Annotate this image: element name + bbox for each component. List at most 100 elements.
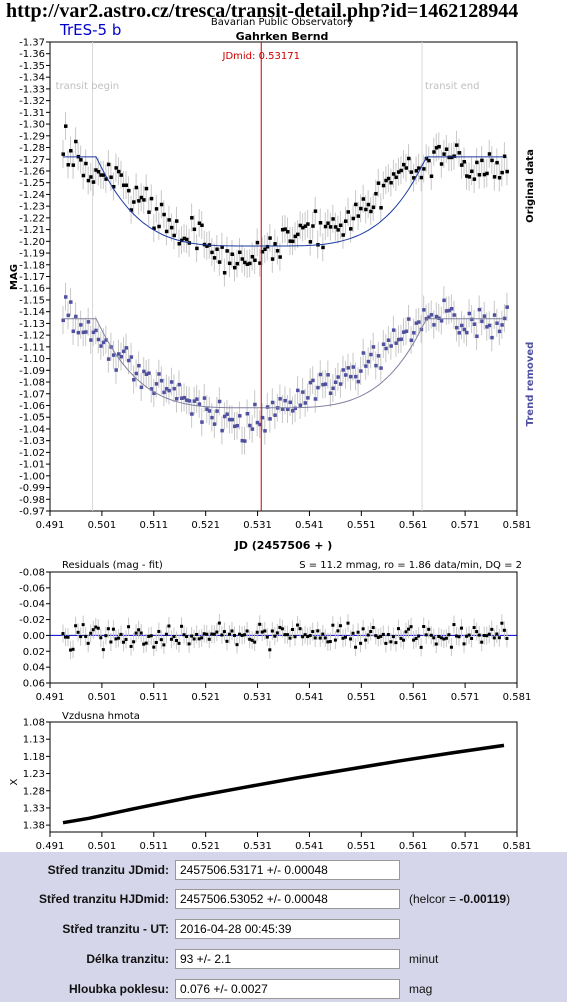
- trend-removed-point: [437, 316, 441, 320]
- residual-point: [341, 636, 345, 640]
- trend-removed-point: [195, 397, 199, 401]
- residual-point: [452, 623, 456, 627]
- residual-point: [318, 636, 322, 640]
- trend-removed-point: [374, 363, 378, 368]
- residual-point: [79, 635, 83, 639]
- original-point: [111, 184, 116, 189]
- trend-removed-point: [192, 399, 197, 403]
- depth-input[interactable]: [175, 979, 400, 999]
- residual-point: [63, 635, 67, 639]
- residual-point: [142, 642, 146, 646]
- original-point: [343, 219, 348, 223]
- residual-point: [333, 638, 337, 642]
- residual-point: [293, 635, 297, 639]
- original-point: [338, 223, 343, 228]
- residual-point: [61, 632, 65, 636]
- original-point: [303, 224, 308, 228]
- ut-input[interactable]: [175, 919, 400, 939]
- y-tick-label: -1.03: [19, 436, 45, 447]
- residual-point: [255, 630, 259, 634]
- trend-removed-point: [197, 402, 202, 406]
- trend-removed-point: [462, 327, 467, 332]
- original-point: [495, 160, 499, 165]
- observatory-name: Bavarian Public Observatory: [211, 17, 353, 28]
- trend-removed-point: [349, 374, 353, 379]
- transit-form: Střed tranzitu JDmid: Střed tranzitu HJD…: [0, 852, 567, 1002]
- residual-point: [439, 636, 443, 640]
- residual-point: [321, 632, 325, 636]
- original-point: [389, 180, 393, 185]
- trend-removed-point: [475, 334, 479, 339]
- trend-removed-point: [137, 363, 141, 368]
- trend-removed-point: [291, 409, 295, 413]
- residual-point: [444, 636, 448, 640]
- duration-label: Délka tranzitu:: [86, 952, 169, 966]
- residual-point: [162, 643, 166, 647]
- residual-point: [268, 648, 272, 652]
- original-point: [318, 221, 323, 225]
- original-point: [273, 242, 277, 246]
- original-point: [122, 183, 126, 188]
- page-url-text: http://var2.astro.cz/tresca/transit-deta…: [6, 0, 519, 22]
- residual-point: [364, 638, 368, 642]
- residual-point: [422, 625, 426, 629]
- original-point: [439, 162, 444, 166]
- residual-point: [389, 640, 393, 644]
- original-point: [454, 143, 459, 147]
- residuals-title: Residuals (mag - fit): [62, 560, 163, 571]
- residual-point: [210, 632, 214, 636]
- residual-point: [260, 630, 264, 634]
- trend-removed-point: [343, 373, 348, 377]
- trend-removed-point: [409, 338, 414, 343]
- trend-removed-point: [346, 366, 351, 370]
- original-point: [301, 225, 305, 230]
- jdmid-input[interactable]: [175, 860, 400, 880]
- airmass-line: [62, 743, 505, 825]
- original-point: [79, 158, 83, 162]
- residual-point: [270, 629, 274, 633]
- y-tick-label: -1.11: [19, 342, 45, 353]
- original-point: [442, 152, 446, 156]
- res-x-tick-label: 0.581: [503, 692, 532, 703]
- residual-point: [467, 633, 471, 637]
- original-point: [253, 258, 257, 263]
- observer-name: Gahrken Bernd: [236, 30, 329, 43]
- trend-removed-point: [187, 399, 192, 403]
- trend-removed-point: [432, 323, 436, 327]
- residual-point: [376, 635, 380, 639]
- trend-removed-point: [154, 382, 159, 386]
- duration-input[interactable]: [175, 949, 400, 969]
- original-point: [336, 228, 340, 232]
- am-y-tick-label: 1.38: [23, 821, 45, 832]
- trend-removed-point: [366, 359, 371, 364]
- trend-removed-point: [391, 328, 396, 332]
- residual-point: [381, 632, 385, 636]
- trend-removed-point: [164, 387, 169, 391]
- am-x-tick-label: 0.511: [139, 841, 168, 852]
- residual-point: [225, 639, 229, 643]
- res-y-tick-label: -0.04: [19, 599, 45, 610]
- residual-point: [313, 636, 317, 640]
- residual-point: [101, 648, 105, 652]
- trend-removed-point: [467, 311, 472, 316]
- residual-point: [167, 624, 171, 628]
- trend-removed-point: [149, 387, 154, 391]
- y-tick-label: -1.10: [19, 354, 45, 365]
- original-point: [215, 247, 219, 251]
- trend-removed-point: [351, 365, 356, 369]
- residual-point: [311, 630, 315, 634]
- residual-point: [248, 637, 252, 641]
- trend-removed-point: [134, 371, 139, 376]
- trend-removed-point: [129, 355, 134, 359]
- original-point: [265, 244, 270, 249]
- residual-point: [419, 645, 423, 649]
- y-tick-label: -1.06: [19, 401, 45, 412]
- hjdmid-input[interactable]: [175, 889, 400, 909]
- charts-svg: TrES-5 b Bavarian Public Observatory Gahrk…: [9, 17, 536, 852]
- trend-removed-point: [104, 338, 108, 342]
- residual-point: [127, 625, 131, 629]
- y-tick-label: -1.08: [19, 378, 45, 389]
- residual-point: [84, 634, 88, 638]
- residual-point: [164, 632, 168, 636]
- original-point: [86, 178, 91, 183]
